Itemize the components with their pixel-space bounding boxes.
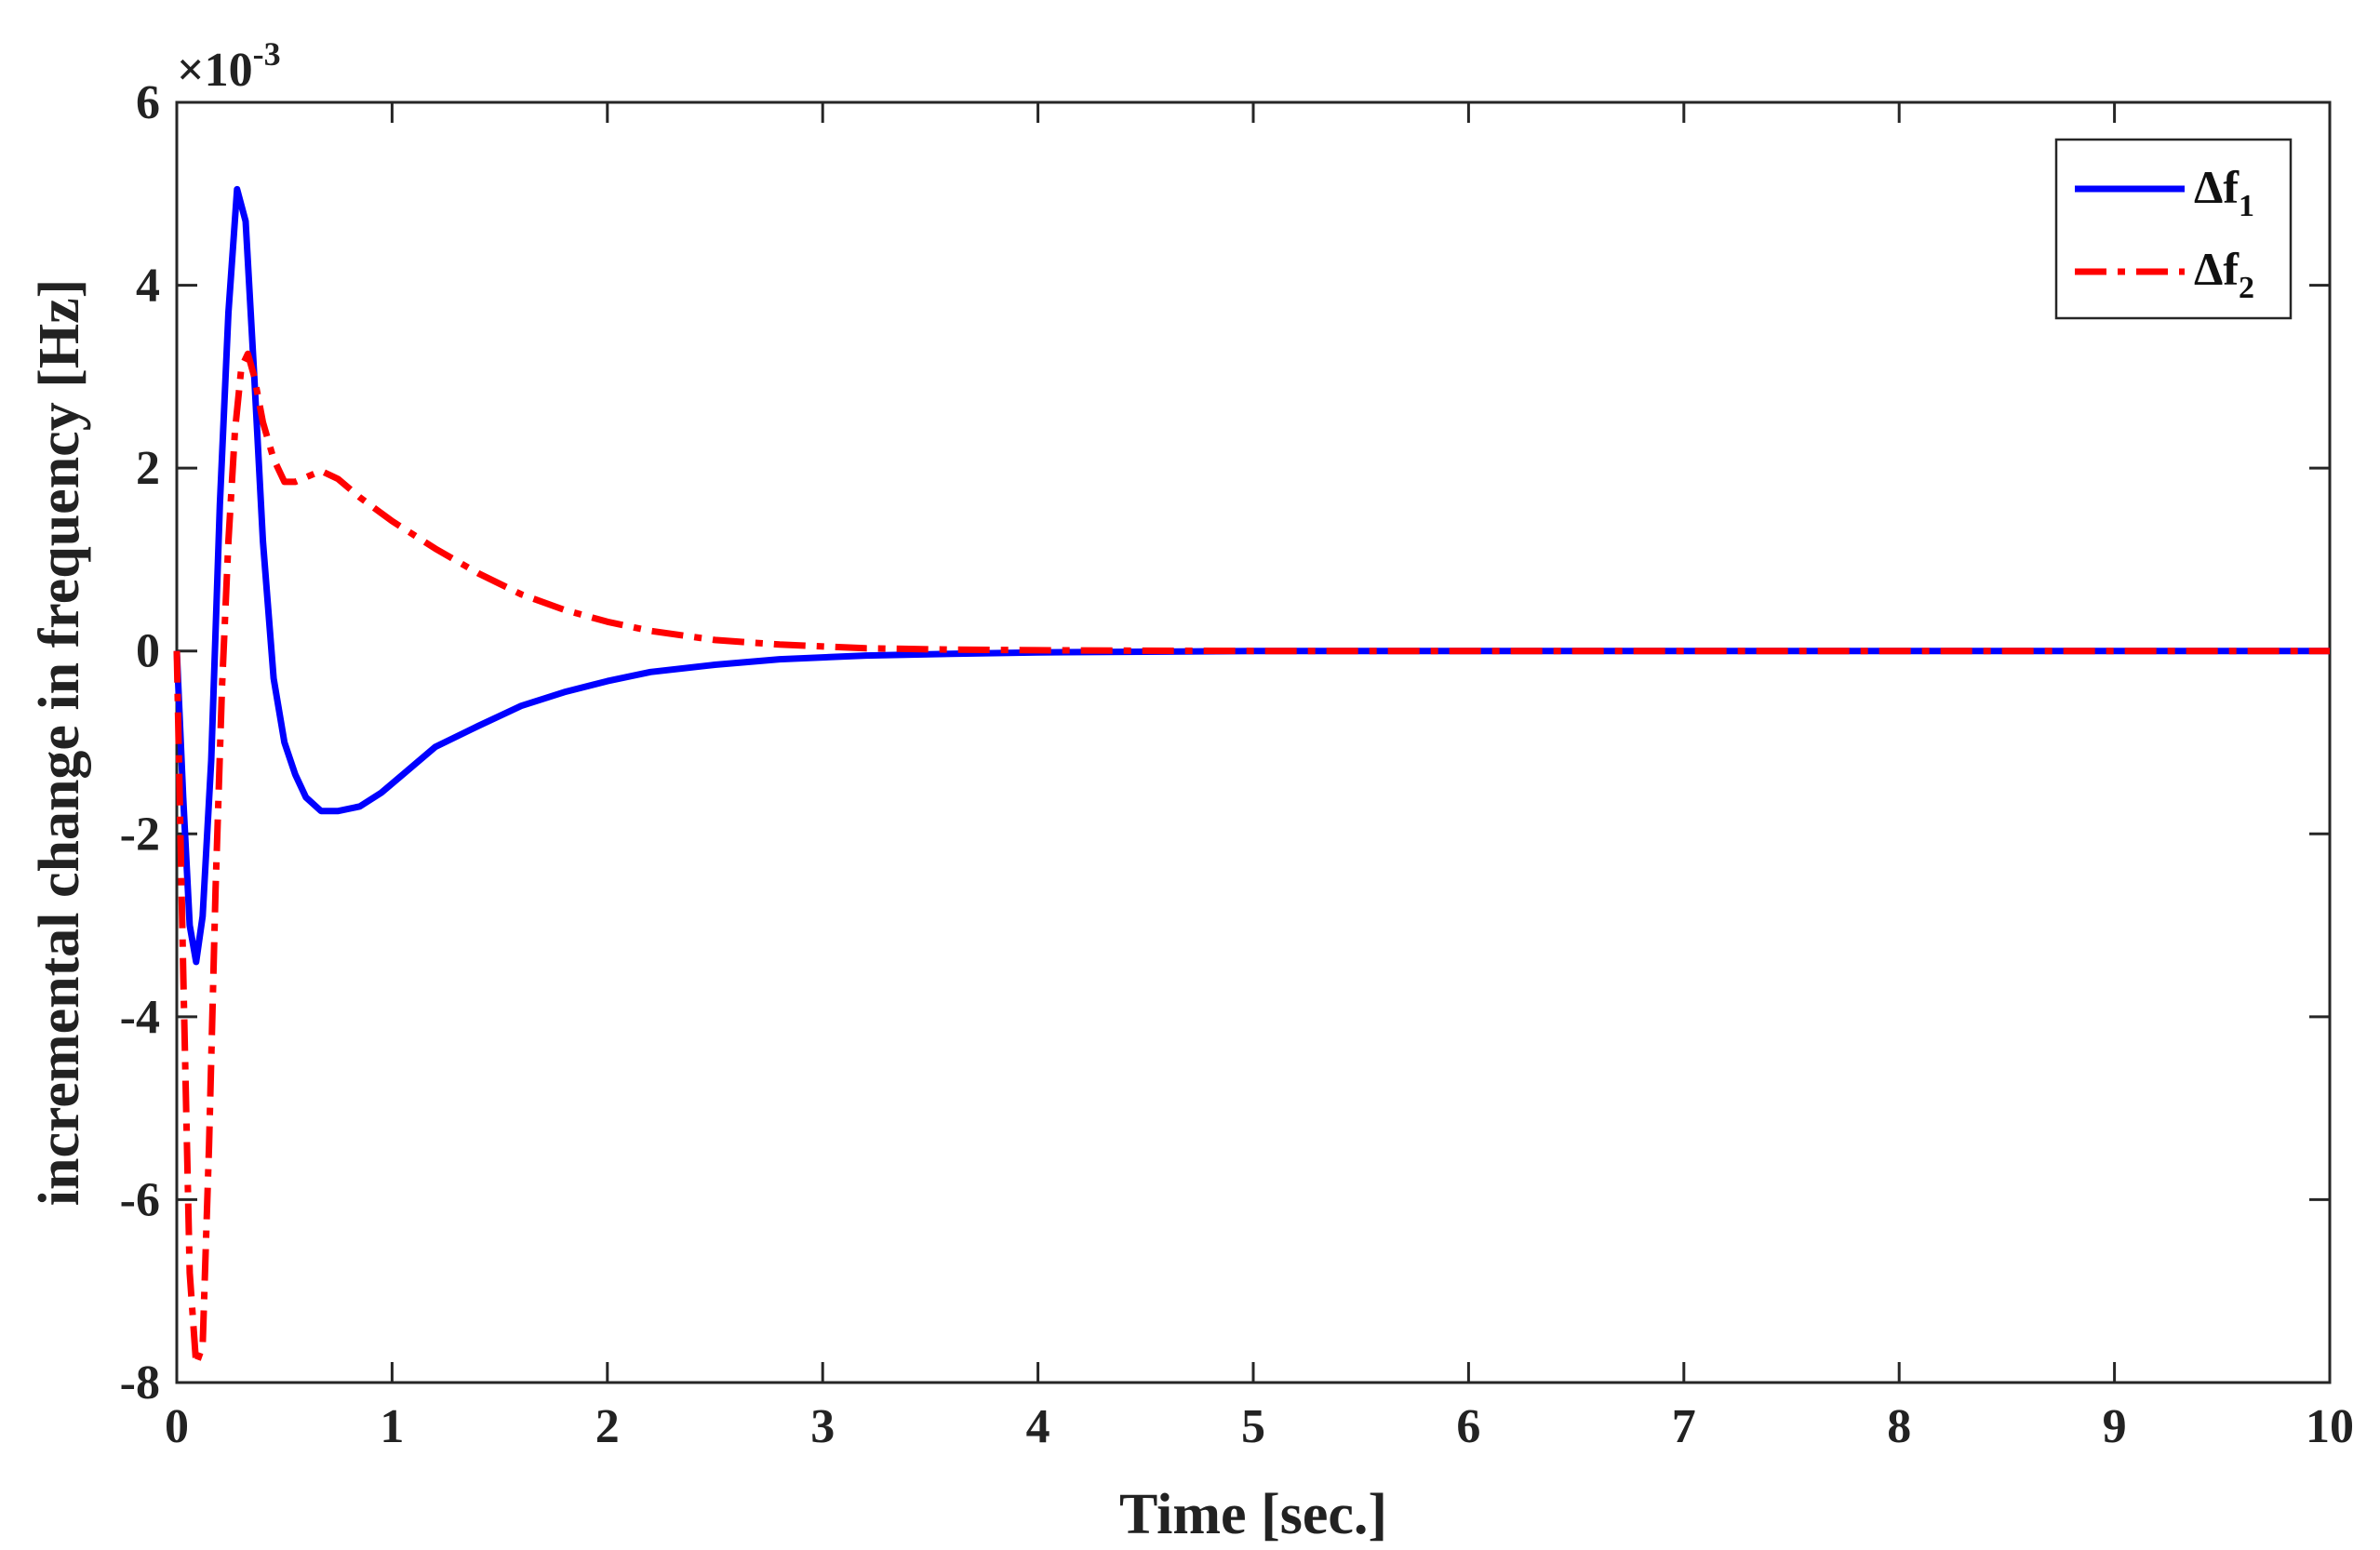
- y-tick-label: 2: [136, 442, 160, 495]
- legend-subscript-1: 1: [2239, 189, 2254, 223]
- x-tick-label: 1: [380, 1400, 404, 1453]
- series-line-2: [173, 350, 2330, 1368]
- y-tick-label: -4: [120, 991, 160, 1044]
- x-tick-label: 5: [1241, 1400, 1265, 1453]
- y-exponent-power: -3: [253, 35, 281, 73]
- y-tick-label: -8: [120, 1356, 160, 1410]
- x-tick-label: 4: [1026, 1400, 1050, 1453]
- y-tick-label: 0: [136, 625, 160, 678]
- x-tick-label: 0: [165, 1400, 189, 1453]
- legend-symbol-2: Δf: [2194, 243, 2240, 295]
- x-tick-label: 9: [2103, 1400, 2127, 1453]
- series-layer: [173, 185, 2330, 1368]
- legend: Δf1 Δf2: [2054, 138, 2293, 320]
- x-tick-label: 7: [1672, 1400, 1696, 1453]
- legend-label-2: Δf2: [2194, 243, 2254, 305]
- x-tick-label: 6: [1456, 1400, 1480, 1453]
- y-tick-label: -2: [120, 808, 160, 861]
- legend-subscript-2: 2: [2239, 271, 2254, 305]
- y-tick-label: 4: [136, 260, 160, 313]
- x-tick-label: 3: [810, 1400, 835, 1453]
- x-axis-ticks: 0 1 2 3 4 5 6 7 8 9 10: [165, 102, 2354, 1453]
- x-tick-label: 2: [595, 1400, 620, 1453]
- y-exponent-base: ×10: [177, 44, 253, 97]
- y-exponent-label: ×10-3: [177, 35, 281, 97]
- x-tick-label: 10: [2306, 1400, 2354, 1453]
- y-axis-title: incremental change in frequency [Hz]: [28, 279, 91, 1206]
- x-tick-label: 8: [1887, 1400, 1911, 1453]
- y-axis-ticks: -8 -6 -4 -2 0 2 4 6: [120, 76, 2330, 1410]
- legend-box: [2054, 138, 2293, 320]
- legend-symbol-1: Δf: [2194, 161, 2240, 213]
- y-tick-label: -6: [120, 1173, 160, 1226]
- y-tick-label: 6: [136, 76, 160, 129]
- x-axis-title: Time [sec.]: [1119, 1483, 1387, 1546]
- legend-label-1: Δf1: [2194, 161, 2254, 223]
- plot-area: [175, 100, 2332, 1384]
